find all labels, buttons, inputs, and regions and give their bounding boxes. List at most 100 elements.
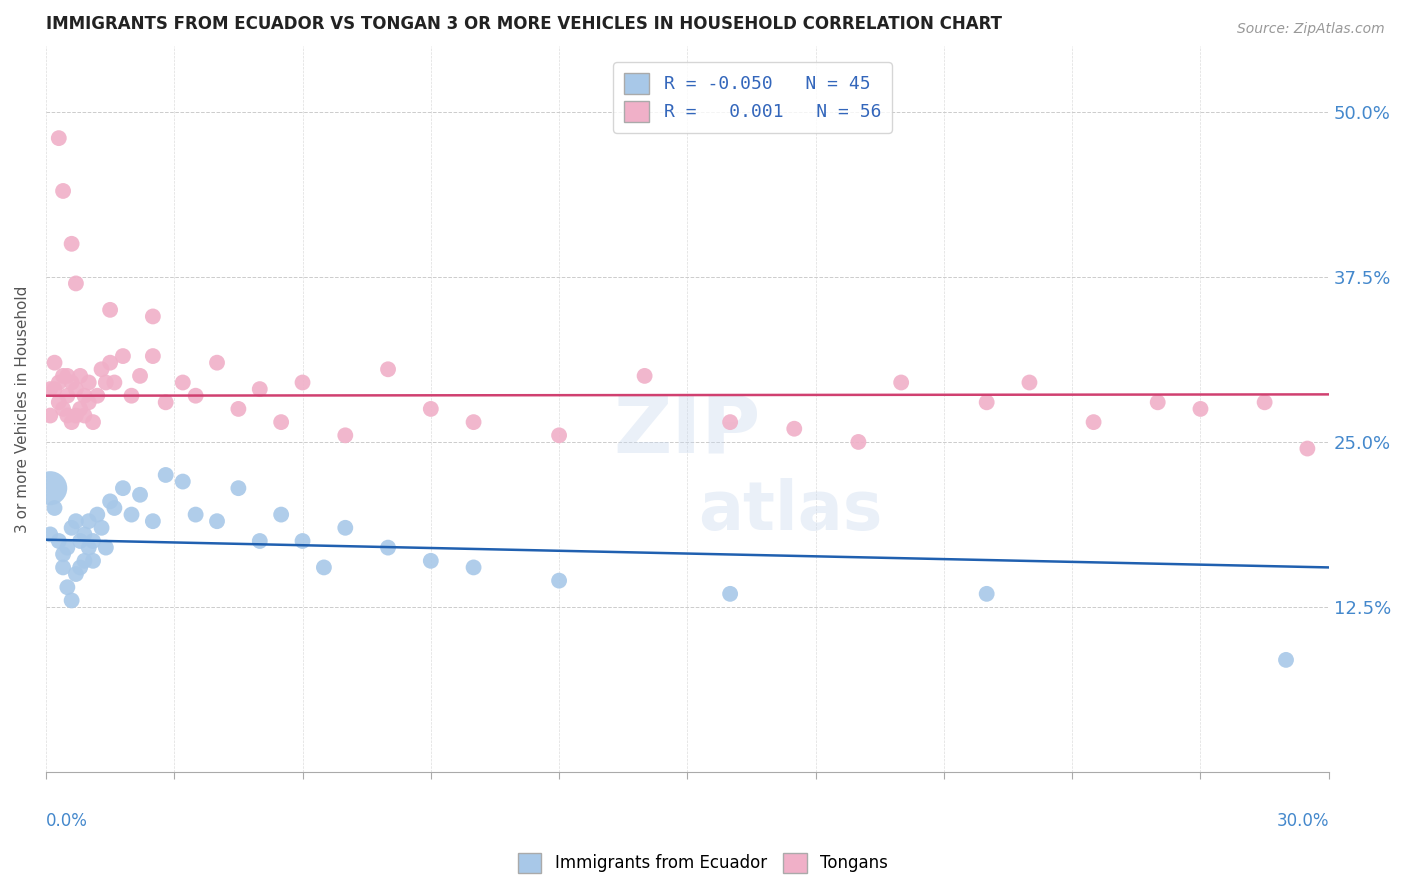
Point [60,236,83,251]
Point [60,376,83,390]
Point [52,547,75,561]
Point [39,481,62,495]
Point [1296,442,1319,456]
Point [249,382,271,396]
Point [52,184,75,198]
Point [86,508,108,522]
Point [718,415,741,429]
Point [270,415,292,429]
Point [77,395,100,409]
Point [60,521,83,535]
Point [65,277,87,291]
Text: 30.0%: 30.0% [1277,812,1329,830]
Text: ZIP: ZIP [614,392,761,470]
Point [65,409,87,423]
Point [155,395,177,409]
Point [270,508,292,522]
Point [121,508,143,522]
Point [39,527,62,541]
Point [56,541,79,555]
Point [65,567,87,582]
Point [205,356,228,370]
Point [1146,395,1168,409]
Point [69,401,91,416]
Point [103,500,125,515]
Point [129,488,152,502]
Point [184,389,207,403]
Point [1189,401,1212,416]
Point [48,534,70,549]
Point [52,560,75,574]
Point [142,310,165,324]
Point [548,574,571,588]
Point [60,415,83,429]
Point [129,368,152,383]
Point [98,494,121,508]
Point [73,409,96,423]
Point [291,376,314,390]
Point [73,554,96,568]
Point [65,382,87,396]
Point [228,401,250,416]
Point [98,302,121,317]
Point [205,514,228,528]
Point [228,481,250,495]
Point [56,389,79,403]
Text: atlas: atlas [697,477,882,543]
Point [976,587,998,601]
Point [1253,395,1275,409]
Point [90,521,112,535]
Point [82,554,104,568]
Point [377,541,399,555]
Point [172,475,194,489]
Point [291,534,314,549]
Point [44,356,66,370]
Point [172,376,194,390]
Point [94,376,117,390]
Point [335,428,357,442]
Point [73,389,96,403]
Point [249,534,271,549]
Point [377,362,399,376]
Point [69,368,91,383]
Point [718,587,741,601]
Point [103,376,125,390]
Text: Source: ZipAtlas.com: Source: ZipAtlas.com [1237,22,1385,37]
Point [783,422,806,436]
Point [111,481,134,495]
Point [633,368,655,383]
Point [60,593,83,607]
Point [155,467,177,482]
Point [48,395,70,409]
Point [1275,653,1298,667]
Point [94,541,117,555]
Point [419,401,441,416]
Point [77,514,100,528]
Point [69,560,91,574]
Point [848,434,870,449]
Point [463,560,485,574]
Legend: R = -0.050   N = 45, R =   0.001   N = 56: R = -0.050 N = 45, R = 0.001 N = 56 [613,62,891,133]
Point [44,500,66,515]
Point [463,415,485,429]
Point [976,395,998,409]
Point [73,527,96,541]
Point [56,368,79,383]
Point [52,368,75,383]
Y-axis label: 3 or more Vehicles in Household: 3 or more Vehicles in Household [15,285,30,533]
Point [312,560,335,574]
Point [335,521,357,535]
Point [39,382,62,396]
Point [39,409,62,423]
Point [86,389,108,403]
Point [142,514,165,528]
Point [65,514,87,528]
Legend: Immigrants from Ecuador, Tongans: Immigrants from Ecuador, Tongans [512,847,894,880]
Point [1083,415,1105,429]
Point [90,362,112,376]
Point [890,376,912,390]
Point [142,349,165,363]
Point [1018,376,1040,390]
Point [52,401,75,416]
Point [121,389,143,403]
